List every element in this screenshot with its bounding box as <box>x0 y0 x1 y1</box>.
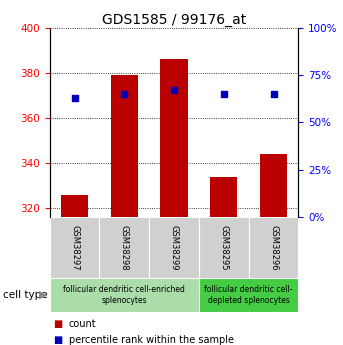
Text: GSM38298: GSM38298 <box>120 225 129 270</box>
Point <box>271 91 276 97</box>
Text: count: count <box>69 319 96 329</box>
Point <box>121 91 127 97</box>
Bar <box>50 217 99 278</box>
Text: GSM38297: GSM38297 <box>70 225 79 270</box>
Bar <box>111 75 138 217</box>
Text: cell type: cell type <box>3 290 48 300</box>
Point <box>172 88 177 93</box>
Bar <box>161 59 188 217</box>
Bar <box>249 217 298 278</box>
Bar <box>260 154 287 217</box>
Bar <box>199 217 249 278</box>
Text: ■: ■ <box>53 335 62 345</box>
Text: percentile rank within the sample: percentile rank within the sample <box>69 335 234 345</box>
Point <box>221 91 226 97</box>
Bar <box>50 278 199 312</box>
Text: ▶: ▶ <box>39 290 48 300</box>
Text: GSM38295: GSM38295 <box>219 225 228 270</box>
Bar <box>199 278 298 312</box>
Bar <box>149 217 199 278</box>
Bar <box>61 195 88 217</box>
Text: ■: ■ <box>53 319 62 329</box>
Text: GSM38299: GSM38299 <box>169 225 179 270</box>
Text: follicular dendritic cell-enriched
splenocytes: follicular dendritic cell-enriched splen… <box>63 285 185 305</box>
Text: GSM38296: GSM38296 <box>269 225 278 270</box>
Bar <box>210 177 237 217</box>
Title: GDS1585 / 99176_at: GDS1585 / 99176_at <box>102 12 246 27</box>
Point <box>72 95 78 101</box>
Bar <box>99 217 149 278</box>
Text: follicular dendritic cell-
depleted splenocytes: follicular dendritic cell- depleted sple… <box>204 285 293 305</box>
